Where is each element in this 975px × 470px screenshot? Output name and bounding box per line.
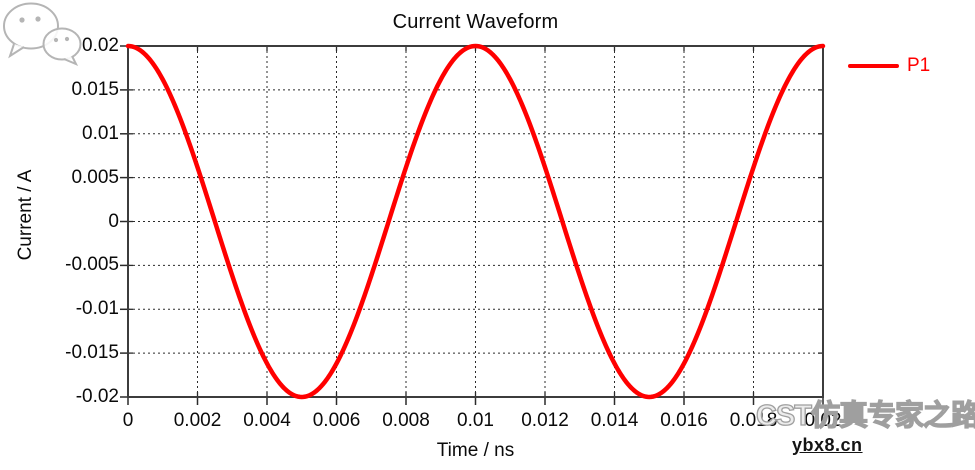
legend-line-swatch [848, 64, 899, 68]
y-tick-label: 0.005 [71, 166, 119, 188]
x-tick-label: 0 [122, 410, 134, 431]
chart-title: Current Waveform [392, 11, 559, 33]
y-tick-label: -0.02 [75, 386, 119, 407]
legend: P1 [848, 55, 930, 77]
x-tick-label: 0.012 [521, 410, 569, 431]
x-tick-label: 0.008 [382, 410, 430, 431]
x-axis-title: Time / ns [436, 440, 515, 461]
y-tick-label: 0.01 [82, 122, 119, 144]
x-tick-label: 0.02 [804, 410, 842, 431]
y-tick-label: -0.005 [65, 254, 119, 276]
y-tick-label: 0 [108, 210, 119, 232]
x-tick-label: 0.006 [312, 410, 361, 431]
x-tick-label: 0.002 [173, 410, 222, 431]
y-tick-label: 0.015 [71, 78, 119, 100]
y-tick-label: 0.02 [82, 35, 119, 56]
x-tick-label: 0.004 [243, 410, 291, 431]
x-tick-label: 0.014 [590, 410, 639, 431]
legend-series-label: P1 [907, 55, 931, 76]
x-tick-label: 0.01 [457, 410, 494, 431]
x-tick-label: 0.016 [660, 410, 708, 431]
y-tick-label: -0.01 [75, 298, 119, 320]
x-tick-label: 0.018 [729, 410, 778, 431]
y-tick-label: -0.015 [65, 342, 119, 364]
